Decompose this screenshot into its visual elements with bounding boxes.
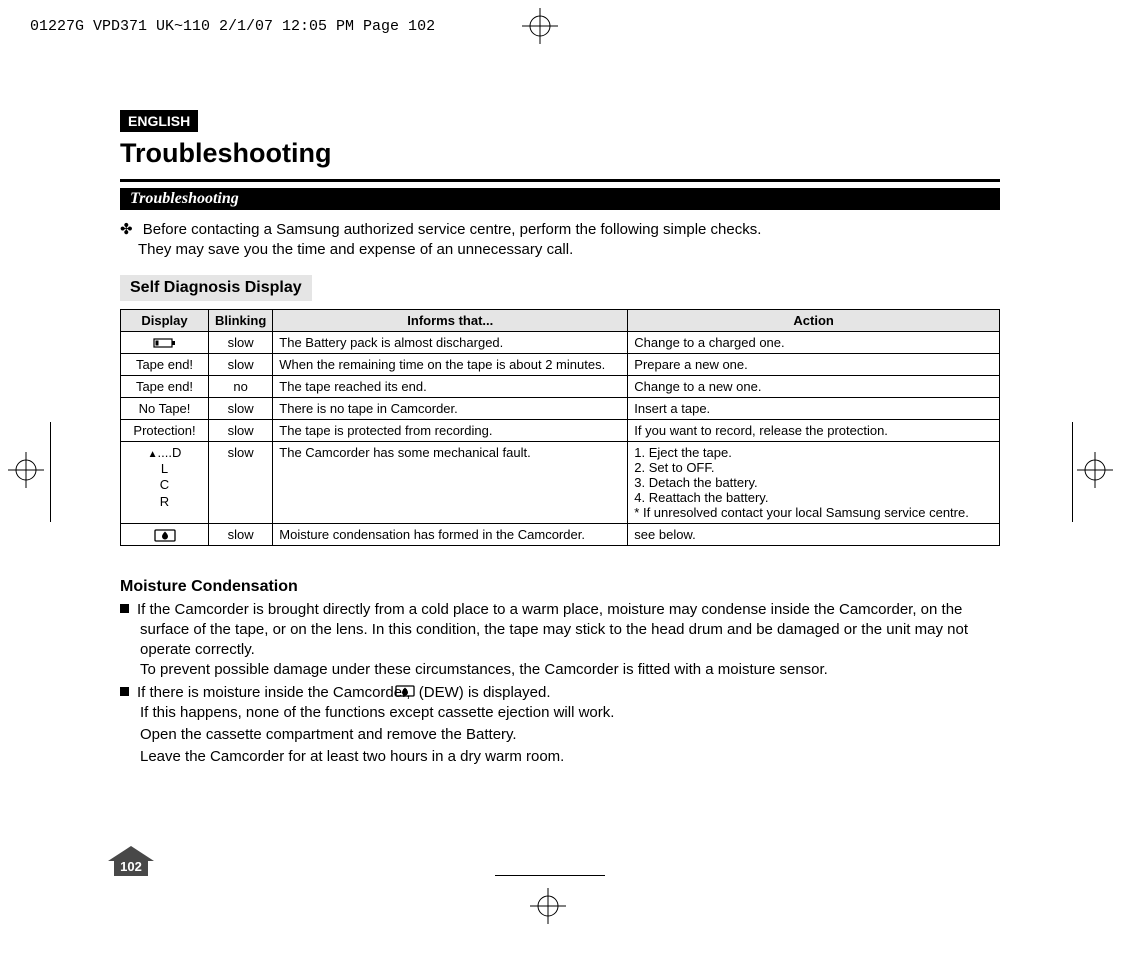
- section-bar: Troubleshooting: [120, 188, 1000, 210]
- cell-blinking: slow: [209, 419, 273, 441]
- moisture-heading: Moisture Condensation: [120, 578, 1000, 596]
- cell-display: No Tape!: [121, 397, 209, 419]
- moisture-p1a: If the Camcorder is brought directly fro…: [137, 601, 968, 659]
- registration-mark-bottom: [530, 888, 566, 924]
- table-row: slowMoisture condensation has formed in …: [121, 523, 1000, 545]
- page-number-badge: 102: [108, 846, 154, 876]
- square-bullet-icon: [120, 604, 129, 613]
- cell-informs: There is no tape in Camcorder.: [273, 397, 628, 419]
- moisture-p1: If the Camcorder is brought directly fro…: [140, 600, 1000, 661]
- cell-blinking: slow: [209, 331, 273, 353]
- cell-display: Tape end!: [121, 375, 209, 397]
- moisture-p1b: To prevent possible damage under these c…: [140, 660, 1000, 680]
- cell-informs: The tape is protected from recording.: [273, 419, 628, 441]
- cell-action: see below.: [628, 523, 1000, 545]
- cell-blinking: slow: [209, 353, 273, 375]
- moisture-p2: If there is moisture inside the Camcorde…: [140, 683, 1000, 703]
- intro-text: ✤ Before contacting a Samsung authorized…: [138, 220, 1000, 261]
- registration-mark-right: [1077, 452, 1113, 488]
- language-badge: ENGLISH: [120, 110, 198, 132]
- th-informs: Informs that...: [273, 309, 628, 331]
- cell-informs: The tape reached its end.: [273, 375, 628, 397]
- cell-blinking: slow: [209, 441, 273, 523]
- th-display: Display: [121, 309, 209, 331]
- cell-informs: The Battery pack is almost discharged.: [273, 331, 628, 353]
- cell-blinking: slow: [209, 523, 273, 545]
- cell-action: If you want to record, release the prote…: [628, 419, 1000, 441]
- square-bullet-icon: [120, 687, 129, 696]
- cell-display: [121, 523, 209, 545]
- moisture-body: If the Camcorder is brought directly fro…: [120, 600, 1000, 768]
- cell-informs: The Camcorder has some mechanical fault.: [273, 441, 628, 523]
- cell-action: Change to a new one.: [628, 375, 1000, 397]
- intro-line2: They may save you the time and expense o…: [138, 241, 573, 258]
- subsection-heading: Self Diagnosis Display: [120, 275, 312, 301]
- crop-line-bottom: [495, 875, 605, 876]
- cell-blinking: no: [209, 375, 273, 397]
- th-action: Action: [628, 309, 1000, 331]
- cell-action: 1. Eject the tape. 2. Set to OFF. 3. Det…: [628, 441, 1000, 523]
- cell-action: Insert a tape.: [628, 397, 1000, 419]
- page-content: ENGLISH Troubleshooting Troubleshooting …: [120, 110, 1000, 770]
- registration-mark-left: [8, 452, 44, 488]
- table-row: Tape end!noThe tape reached its end.Chan…: [121, 375, 1000, 397]
- cell-informs: Moisture condensation has formed in the …: [273, 523, 628, 545]
- table-row: Tape end!slowWhen the remaining time on …: [121, 353, 1000, 375]
- print-slug: 01227G VPD371 UK~110 2/1/07 12:05 PM Pag…: [30, 18, 435, 35]
- intro-line1: Before contacting a Samsung authorized s…: [143, 221, 762, 238]
- page-title: Troubleshooting: [120, 138, 1000, 169]
- cell-display: ▲....D L C R: [121, 441, 209, 523]
- cell-blinking: slow: [209, 397, 273, 419]
- moisture-p2b: If this happens, none of the functions e…: [140, 703, 1000, 723]
- page-number-text: 102: [120, 859, 142, 874]
- table-row: slowThe Battery pack is almost discharge…: [121, 331, 1000, 353]
- table-row: No Tape!slowThere is no tape in Camcorde…: [121, 397, 1000, 419]
- cell-display: [121, 331, 209, 353]
- registration-mark-top: [522, 8, 558, 44]
- moisture-p2d: Leave the Camcorder for at least two hou…: [140, 747, 1000, 767]
- th-blinking: Blinking: [209, 309, 273, 331]
- cell-display: Tape end!: [121, 353, 209, 375]
- moisture-p2c: Open the cassette compartment and remove…: [140, 725, 1000, 745]
- crop-line-left: [50, 422, 51, 522]
- diagnosis-table: Display Blinking Informs that... Action …: [120, 309, 1000, 546]
- cell-action: Prepare a new one.: [628, 353, 1000, 375]
- intro-bullet: ✤: [120, 221, 139, 238]
- thick-rule: [120, 179, 1000, 182]
- moisture-p2a: If there is moisture inside the Camcorde…: [137, 684, 415, 701]
- moisture-p2a-after: (DEW) is displayed.: [415, 684, 551, 701]
- table-row: Protection!slowThe tape is protected fro…: [121, 419, 1000, 441]
- table-row: ▲....D L C RslowThe Camcorder has some m…: [121, 441, 1000, 523]
- cell-display: Protection!: [121, 419, 209, 441]
- cell-action: Change to a charged one.: [628, 331, 1000, 353]
- cell-informs: When the remaining time on the tape is a…: [273, 353, 628, 375]
- crop-line-right: [1072, 422, 1073, 522]
